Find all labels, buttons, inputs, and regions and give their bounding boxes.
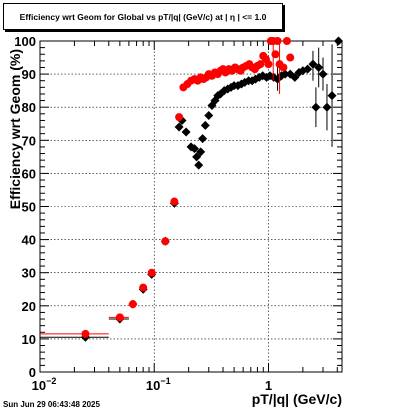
grid	[40, 41, 342, 372]
data-point	[333, 36, 343, 46]
data-point	[192, 152, 202, 162]
data-point	[264, 60, 273, 69]
data-point	[200, 120, 210, 130]
data-point	[196, 147, 206, 157]
data-point	[161, 237, 170, 246]
y-tick-label: 80	[22, 100, 36, 115]
data-point	[273, 37, 282, 45]
y-tick-label: 10	[22, 332, 36, 347]
y-tick-label: 40	[22, 233, 36, 248]
y-tick-label: 100	[14, 34, 36, 49]
data-point	[81, 329, 90, 338]
y-tick-label: 60	[22, 166, 36, 181]
y-tick-label: 70	[22, 133, 36, 148]
x-tick-label: 10−2	[32, 376, 57, 393]
data-point	[303, 64, 313, 74]
data-point	[147, 268, 156, 277]
data-point	[198, 134, 208, 144]
y-tick-label: 0	[29, 365, 36, 380]
chart-title-box: Efficiency wrt Geom for Global vs pT/|q|…	[3, 3, 283, 30]
data-point	[318, 69, 328, 79]
y-tick-label: 30	[22, 266, 36, 281]
data-point	[189, 144, 199, 154]
data-point	[279, 63, 288, 72]
x-tick-label: 1	[265, 378, 272, 393]
data-point	[322, 102, 332, 112]
y-tick-label: 20	[22, 299, 36, 314]
chart-title: Efficiency wrt Geom for Global vs pT/|q|…	[19, 11, 267, 22]
data-point	[115, 313, 124, 322]
data-point	[327, 91, 337, 101]
data-point	[128, 300, 137, 309]
data-point	[290, 72, 300, 82]
data-point	[271, 50, 280, 59]
data-point	[256, 60, 265, 69]
y-tick-label: 90	[22, 67, 36, 82]
data-point	[282, 37, 291, 45]
tick-labels: 0 10 20 30 40 50 60 70 80 90 100 10−2 10−1 1	[14, 34, 272, 393]
data-point	[286, 53, 295, 62]
data-point	[170, 197, 179, 206]
data-point	[181, 127, 191, 137]
data-point	[280, 69, 290, 79]
data-point	[175, 113, 184, 122]
data-point	[308, 59, 318, 69]
y-axis-title: Efficiency wrt Geom (%)	[7, 49, 23, 209]
data-point	[204, 110, 214, 120]
x-axis-title: pT/|q| (GeV/c)	[252, 391, 342, 407]
data-point	[311, 102, 321, 112]
data-point	[194, 160, 204, 170]
axis-ticks	[39, 40, 342, 373]
series-1	[40, 37, 295, 338]
x-tick-label: 10−1	[146, 376, 171, 393]
data-markers	[40, 36, 343, 342]
data-point	[314, 62, 324, 72]
data-point	[174, 122, 184, 132]
data-point	[139, 283, 148, 292]
y-tick-label: 50	[22, 200, 36, 215]
timestamp: Sun Jun 29 06:43:48 2025	[3, 400, 100, 409]
